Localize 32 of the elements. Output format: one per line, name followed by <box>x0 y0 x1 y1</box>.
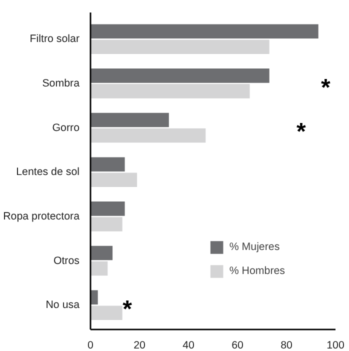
bar <box>90 112 169 128</box>
bar <box>90 24 318 38</box>
annotation: * <box>321 74 332 102</box>
x-tick-label: 20 <box>134 340 146 351</box>
x-tick-label: 80 <box>280 340 292 351</box>
x-tick-label: 100 <box>326 340 344 351</box>
y-tick-label: Ropa protectora <box>3 210 80 222</box>
bar <box>90 290 98 304</box>
bar <box>90 157 125 172</box>
bar <box>90 128 206 143</box>
bar <box>90 40 270 54</box>
bar <box>90 217 122 232</box>
bar <box>90 84 250 98</box>
bar <box>90 306 122 320</box>
y-tick-label: Lentes de sol <box>16 166 80 178</box>
x-tick-label: 60 <box>232 340 244 351</box>
y-tick-label: Filtro solar <box>30 33 80 46</box>
bar <box>90 172 138 188</box>
y-tick-label: Otros <box>53 254 80 267</box>
y-tick-label: No usa <box>46 299 80 312</box>
legend-label: % Hombres <box>229 265 285 277</box>
annotation: * <box>296 118 307 146</box>
annotation: * <box>122 296 133 324</box>
y-tick-label: Sombra <box>42 77 80 90</box>
bar <box>90 202 125 216</box>
legend-label: % Mujeres <box>229 241 280 253</box>
bar <box>90 261 108 276</box>
bar <box>90 246 113 260</box>
x-tick-label: 40 <box>182 340 194 351</box>
x-tick-label: 0 <box>88 340 94 351</box>
y-tick-label: Gorro <box>52 122 80 134</box>
bar <box>90 68 270 83</box>
